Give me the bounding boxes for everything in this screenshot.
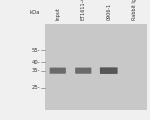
Text: 40-: 40-	[32, 60, 40, 65]
Bar	[45, 24, 147, 110]
Text: 55-: 55-	[32, 48, 40, 53]
FancyBboxPatch shape	[75, 68, 91, 74]
Text: 25-: 25-	[32, 85, 40, 90]
Text: ET1611-49: ET1611-49	[81, 0, 86, 20]
Text: Input: Input	[55, 7, 60, 20]
Text: Rabbit IgG: Rabbit IgG	[132, 0, 137, 20]
FancyBboxPatch shape	[50, 68, 66, 74]
FancyBboxPatch shape	[100, 67, 118, 74]
Text: 0906-1: 0906-1	[106, 3, 111, 20]
Text: 35-: 35-	[32, 68, 40, 73]
Text: kDa: kDa	[29, 10, 40, 15]
